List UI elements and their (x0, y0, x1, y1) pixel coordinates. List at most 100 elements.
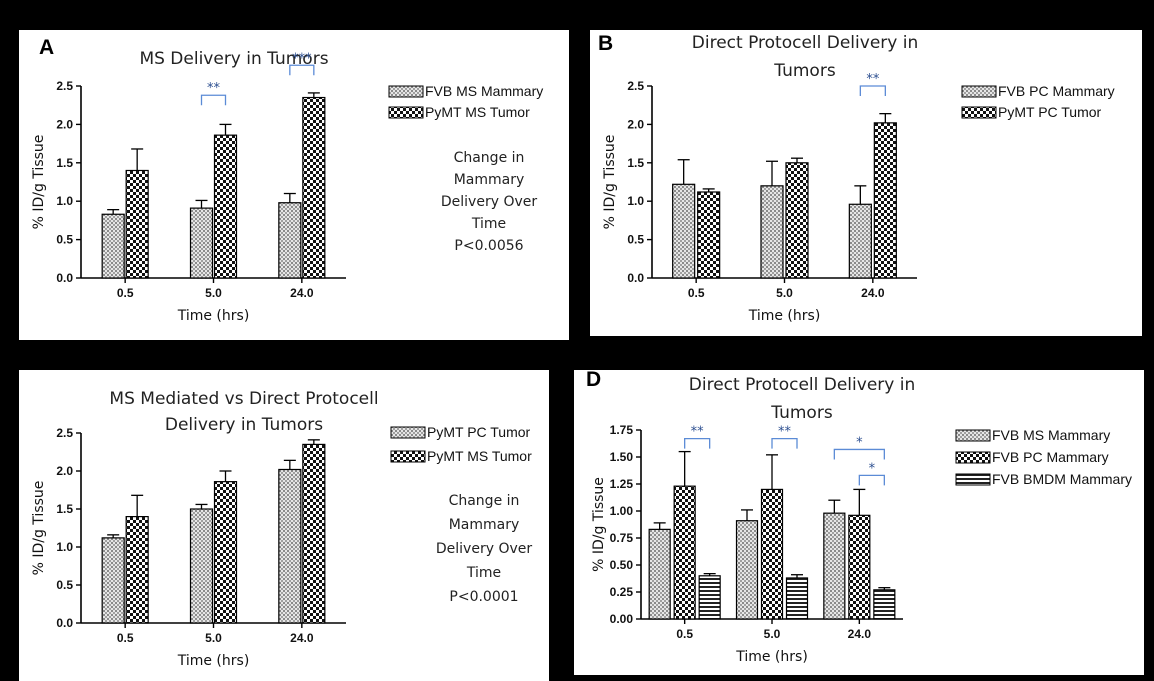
legend-swatch (388, 85, 424, 98)
legend-label: PyMT MS Tumor (427, 448, 532, 464)
significance-bracket (771, 437, 798, 449)
x-tick-label: 24.0 (290, 286, 314, 300)
significance-label: ** (778, 425, 792, 440)
bar (302, 443, 326, 624)
y-tick-label: 0.0 (56, 616, 73, 630)
significance-bracket (684, 437, 711, 449)
x-axis-title: Time (hrs) (177, 653, 250, 669)
legend-swatch (955, 429, 991, 442)
bar (848, 514, 871, 620)
panel-letter: A (39, 36, 54, 59)
significance-bracket (200, 94, 227, 106)
bar (213, 134, 238, 279)
y-tick-label: 1.5 (627, 156, 644, 170)
y-tick-label: 1.50 (610, 450, 634, 464)
legend-label: PyMT PC Tumor (998, 104, 1102, 120)
x-axis-title: Time (hrs) (748, 308, 821, 324)
x-axis-title: Time (hrs) (735, 649, 808, 665)
bar (785, 577, 809, 620)
chart-panel-D: D Direct Protocell Delivery in Tumors 0.00 0… (574, 368, 1144, 675)
x-tick-label: 24.0 (290, 631, 314, 645)
stat-note-line: Mammary (454, 172, 525, 188)
y-tick-label: 1.5 (56, 502, 73, 516)
chart-B-svg: B Direct Protocell Delivery in Tumors 0.0 0.… (598, 32, 1115, 324)
significance-bracket (833, 448, 885, 460)
bar (785, 162, 809, 279)
chart-panel-B: B Direct Protocell Delivery in Tumors 0.0 0.… (590, 30, 1142, 336)
bar (302, 96, 326, 279)
y-tick-label: 2.0 (56, 117, 73, 131)
significance-label: *** (292, 51, 312, 66)
stat-note-line: Mammary (449, 517, 520, 533)
x-tick-label: 24.0 (861, 286, 885, 300)
x-tick-label: 5.0 (764, 627, 781, 641)
chart-title: Tumors (770, 403, 833, 423)
stat-note-line: Time (471, 216, 506, 232)
legend-label: FVB MS Mammary (425, 83, 543, 99)
bar (213, 481, 238, 624)
stat-note-line: Delivery Over (436, 541, 532, 557)
significance-label: ** (207, 81, 221, 96)
y-tick-label: 0.0 (56, 271, 73, 285)
bar (278, 468, 302, 624)
bar (760, 488, 784, 620)
legend-swatch (390, 450, 426, 463)
y-tick-label: 0.25 (610, 585, 634, 599)
y-tick-label: 1.25 (610, 477, 634, 491)
chart-title: Delivery in Tumors (165, 415, 323, 435)
legend-swatch (388, 106, 424, 119)
significance-bracket (858, 474, 885, 486)
y-tick-label: 0.0 (627, 271, 644, 285)
chart-D-svg: D Direct Protocell Delivery in Tumors 0.00 0… (586, 368, 1132, 665)
bar (189, 508, 214, 624)
chart-title: Tumors (773, 61, 836, 81)
significance-label: ** (866, 72, 880, 87)
legend-swatch (961, 85, 997, 98)
bar (823, 512, 846, 620)
legend-swatch (955, 473, 991, 486)
panel-letter: B (598, 32, 613, 55)
legend-label: FVB PC Mammary (998, 83, 1115, 99)
x-tick-label: 5.0 (776, 286, 793, 300)
y-tick-label: 0.5 (627, 233, 644, 247)
legend-swatch (390, 426, 426, 439)
bar (698, 575, 721, 620)
significance-label: ** (691, 425, 705, 440)
bar (697, 191, 721, 279)
y-tick-label: 2.0 (627, 117, 644, 131)
legend-label: PyMT PC Tumor (427, 424, 531, 440)
y-tick-label: 0.5 (56, 578, 73, 592)
stat-note-line: P<0.0001 (449, 589, 518, 605)
y-tick-label: 1.0 (56, 540, 73, 554)
stat-note-line: Change in (454, 150, 525, 166)
bar (101, 213, 125, 279)
y-axis-title: % ID/g Tissue (31, 135, 47, 230)
y-tick-label: 2.5 (56, 79, 73, 93)
bar (101, 537, 125, 624)
chart-panel-A: A MS Delivery in Tumors 0.0 0.5 1.0 1.5 2.0 2.5… (19, 30, 569, 340)
y-tick-label: 1.0 (56, 194, 73, 208)
stat-note-line: Time (466, 565, 501, 581)
y-tick-label: 0.00 (610, 612, 634, 626)
chart-title: Direct Protocell Delivery in (689, 375, 915, 395)
y-tick-label: 1.0 (627, 194, 644, 208)
significance-label: * (869, 461, 876, 476)
stat-note-line: P<0.0056 (454, 238, 523, 254)
significance-bracket (859, 85, 886, 96)
legend-swatch (955, 451, 991, 464)
y-tick-label: 0.50 (610, 558, 634, 572)
y-tick-label: 1.75 (610, 423, 634, 437)
bar (735, 520, 759, 620)
bar (672, 183, 696, 279)
legend-label: PyMT MS Tumor (425, 104, 530, 120)
bar (125, 169, 149, 279)
bar (278, 202, 302, 279)
chart-C-svg: MS Mediated vs Direct Protocell Delivery … (31, 389, 532, 669)
y-tick-label: 2.0 (56, 464, 73, 478)
stat-note-line: Change in (449, 493, 520, 509)
legend-label: FVB BMDM Mammary (992, 471, 1132, 487)
y-tick-label: 2.5 (56, 426, 73, 440)
x-tick-label: 5.0 (205, 286, 222, 300)
legend-label: FVB MS Mammary (992, 427, 1110, 443)
bar (873, 589, 896, 620)
